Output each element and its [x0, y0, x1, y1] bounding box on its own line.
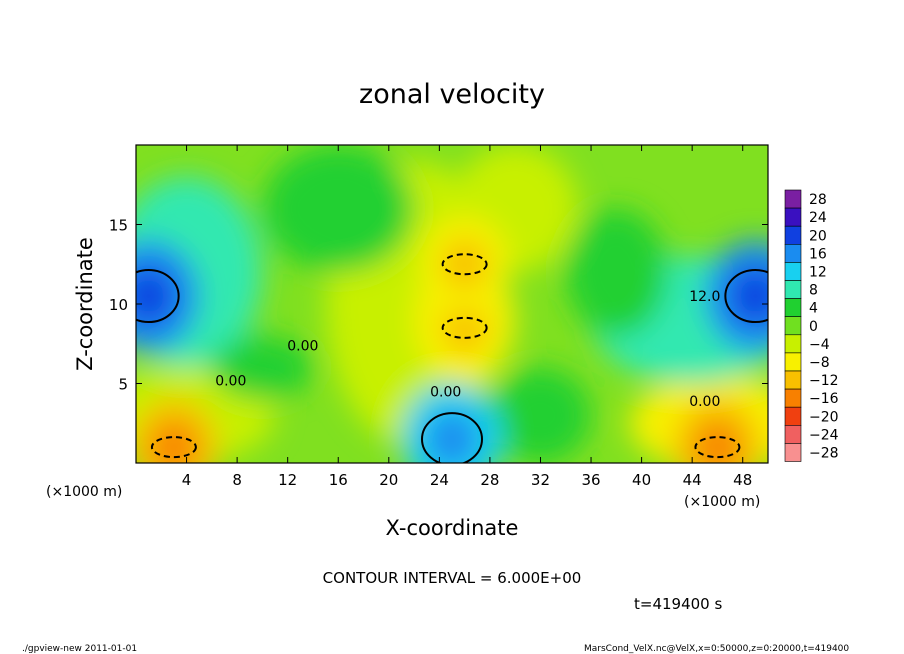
colorbar: 28 24 20 16 12 8 4 0 −4 −8 −12 −16 −20 −24 −28	[784, 189, 839, 462]
chart-title: zonal velocity	[359, 79, 545, 110]
colorbar-label: 20	[809, 228, 827, 244]
contour-interval-text: CONTOUR INTERVAL = 6.000E+00	[323, 569, 582, 587]
contour-line	[136, 269, 180, 324]
heatmap-min-core	[151, 422, 196, 463]
colorbar-label: 0	[809, 319, 818, 335]
contour-line	[724, 269, 768, 324]
x-tick-label: 32	[531, 471, 550, 489]
colorbar-label: 28	[809, 192, 827, 208]
heatmap-min-core	[442, 239, 487, 289]
colorbar-swatch	[784, 388, 802, 408]
colorbar-label: −8	[809, 355, 830, 371]
x-tick-label: 24	[430, 471, 449, 489]
colorbar-label: 8	[809, 283, 818, 299]
y-axis-title: Z-coordinate	[73, 237, 97, 371]
colorbar-label: 12	[809, 264, 827, 280]
x-tick-label: 16	[329, 471, 348, 489]
y-tick-label: 15	[109, 217, 128, 235]
y-tick-label: 5	[118, 376, 128, 394]
colorbar-swatch	[784, 443, 802, 462]
contour-label: 0.00	[287, 338, 318, 354]
colorbar-swatch	[784, 189, 802, 209]
heatmap-max-core	[730, 268, 768, 325]
colorbar-swatch	[784, 298, 802, 318]
colorbar-swatch	[784, 334, 802, 354]
x-tick-label: 28	[480, 471, 499, 489]
contour-line	[441, 316, 488, 339]
heatmap-min-core	[442, 303, 487, 353]
x-tick-label: 36	[581, 471, 600, 489]
heatmap-region	[262, 145, 414, 273]
x-tick-label: 20	[379, 471, 398, 489]
heatmap-max-core	[426, 411, 478, 463]
colorbar-swatch	[784, 370, 802, 390]
x-unit-left: (×1000 m)	[46, 484, 122, 500]
colorbar-swatch	[784, 316, 802, 336]
colorbar-label: −28	[809, 445, 839, 461]
plot-area: 0.00 0.00 0.00 12.0 0.00	[136, 145, 768, 463]
heatmap-region	[212, 335, 313, 400]
colorbar-label: 4	[809, 301, 818, 317]
contour-label: 0.00	[430, 384, 461, 400]
colorbar-label: 16	[809, 246, 827, 262]
colorbar-swatch	[784, 352, 802, 372]
contour-line	[150, 436, 197, 459]
colorbar-swatch	[784, 262, 802, 281]
contour-line	[441, 253, 488, 276]
colorbar-label: −20	[809, 409, 839, 425]
footer-right: MarsCond_VelX.nc@VelX,x=0:50000,z=0:2000…	[584, 644, 849, 654]
x-tick-label: 44	[683, 471, 702, 489]
colorbar-label: −12	[809, 373, 839, 389]
x-tick-label: 48	[733, 471, 752, 489]
colorbar-swatch	[784, 244, 802, 263]
colorbar-swatch	[784, 424, 802, 444]
colorbar-swatch	[784, 207, 802, 227]
x-unit-right: (×1000 m)	[684, 494, 760, 510]
contour-line	[694, 436, 741, 459]
colorbar-swatch	[784, 225, 802, 245]
heatmap-region	[490, 367, 591, 463]
heatmap-max-core	[136, 268, 174, 325]
colorbar-label: −4	[809, 337, 830, 353]
footer-left: ./gpview-new 2011-01-01	[22, 644, 137, 654]
colorbar-swatch	[784, 406, 802, 426]
contour-label: 12.0	[689, 289, 720, 305]
time-label: t=419400 s	[634, 595, 722, 613]
x-tick-label: 40	[632, 471, 651, 489]
x-axis-title: X-coordinate	[386, 516, 519, 540]
contour-line	[421, 412, 483, 463]
contour-label: 0.00	[215, 373, 246, 389]
heatmap-min-core	[695, 422, 740, 463]
y-tick-label: 10	[109, 296, 128, 314]
x-tick-label: 8	[232, 471, 242, 489]
contour-label: 0.00	[689, 394, 720, 410]
x-tick-label: 4	[182, 471, 192, 489]
colorbar-label: 24	[809, 210, 827, 226]
colorbar-label: −16	[809, 391, 839, 407]
heatmap-region	[565, 208, 667, 336]
colorbar-swatch	[784, 280, 802, 299]
colorbar-label: −24	[809, 427, 839, 443]
x-tick-label: 12	[278, 471, 297, 489]
